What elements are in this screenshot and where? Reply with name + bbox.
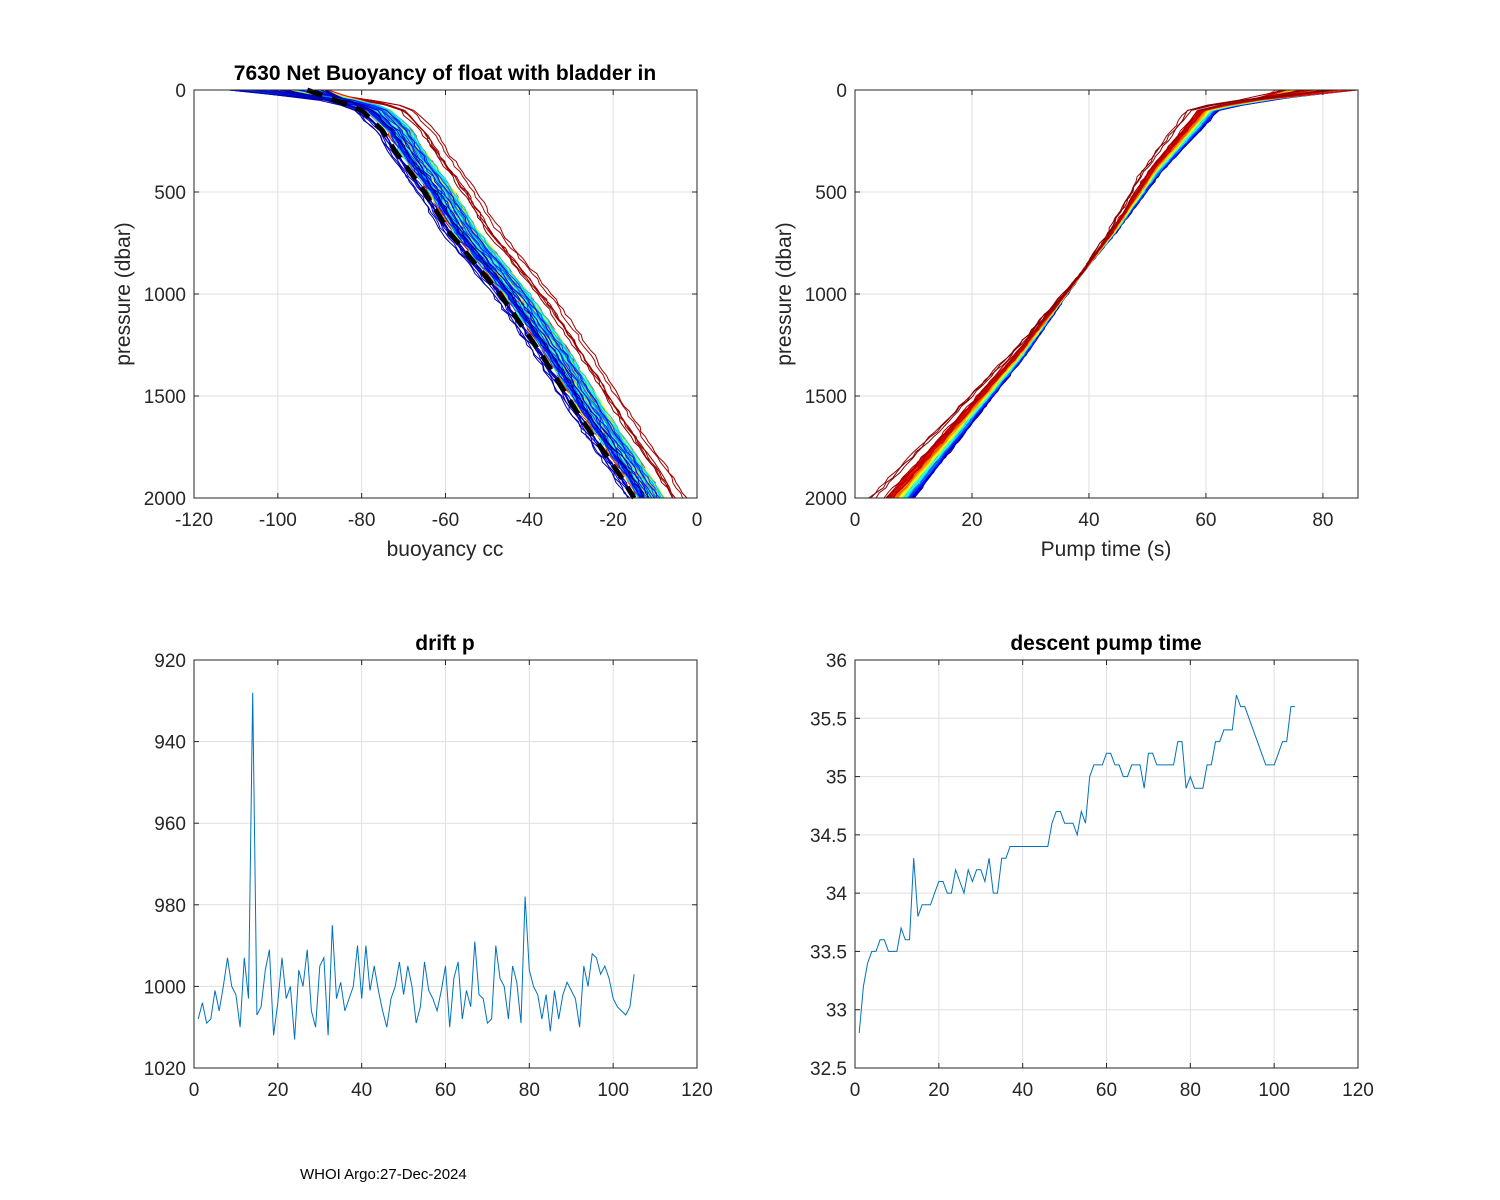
x-tick-label: 100 — [1258, 1080, 1290, 1101]
plot-frame — [193, 659, 698, 1069]
y-tick-label: 2000 — [805, 489, 847, 510]
pump-time-profile-line — [885, 89, 1333, 499]
x-tick-label: 80 — [1180, 1080, 1201, 1101]
buoyancy-profile-line — [296, 89, 662, 499]
x-tick-label: 80 — [519, 1080, 540, 1101]
y-tick-label: 1000 — [144, 285, 186, 306]
buoyancy-profile-line — [262, 89, 674, 499]
pump-time-profiles — [868, 89, 1357, 499]
y-tick-label: 35 — [826, 768, 847, 789]
buoyancy-axes: -120 -100 -80 -60 -40 -20 0 0 500 1000 1500 2000 — [144, 81, 703, 531]
buoyancy-profile-line — [285, 89, 684, 499]
x-tick-label: 20 — [928, 1080, 949, 1101]
x-tick-label: 20 — [267, 1080, 288, 1101]
drift-axes: 0 20 40 60 80 100 120 920 940 960 980 1000 1020 — [144, 651, 713, 1101]
x-tick-label: -60 — [432, 510, 459, 531]
descent-pump-time-chart: 0 20 40 60 80 100 12032.53333.53434.53535.536 … — [810, 632, 1374, 1101]
y-tick-label: 32.5 — [810, 1059, 847, 1080]
pump-time-x-label: Pump time (s) — [1041, 538, 1172, 561]
y-tick-label: 33.5 — [810, 942, 847, 963]
x-tick-label: 80 — [1312, 510, 1333, 531]
y-tick-label: 0 — [836, 81, 847, 102]
descent-series — [858, 694, 1296, 1034]
y-tick-label: 1000 — [805, 285, 847, 306]
drift-pressure-line — [197, 692, 635, 1040]
x-tick-label: 100 — [597, 1080, 629, 1101]
drift-chart-title: drift p — [415, 632, 474, 655]
y-tick-label: 0 — [175, 81, 186, 102]
y-tick-label: 940 — [154, 733, 186, 754]
buoyancy-profile-line — [320, 89, 644, 499]
plot-frame — [854, 659, 1359, 1069]
descent-chart-title: descent pump time — [1010, 632, 1201, 655]
buoyancy-profile-line — [285, 89, 633, 499]
y-tick-label: 1500 — [144, 387, 186, 408]
buoyancy-profile-line — [305, 89, 676, 499]
buoyancy-chart-title: 7630 Net Buoyancy of float with bladder … — [234, 62, 656, 85]
x-tick-label: 60 — [1096, 1080, 1117, 1101]
x-tick-label: 0 — [850, 510, 861, 531]
y-tick-label: 34.5 — [810, 826, 847, 847]
drift-grid — [193, 659, 698, 1069]
buoyancy-profile-line — [314, 89, 649, 499]
y-tick-label: 960 — [154, 814, 186, 835]
x-tick-label: -40 — [516, 510, 543, 531]
y-tick-label: 500 — [815, 183, 847, 204]
drift-series — [197, 692, 635, 1040]
drift-pressure-chart: 0 20 40 60 80 100 120 920 940 960 980 1000 1020 drif… — [144, 632, 713, 1101]
descent-grid — [854, 659, 1359, 1069]
y-tick-label: 36 — [826, 651, 847, 672]
y-tick-label: 34 — [826, 884, 848, 905]
buoyancy-profile-line — [306, 89, 673, 499]
y-tick-label: 1020 — [144, 1059, 186, 1080]
y-tick-label: 920 — [154, 651, 186, 672]
x-tick-label: 60 — [1195, 510, 1216, 531]
y-tick-label: 35.5 — [810, 709, 847, 730]
x-tick-label: 40 — [1078, 510, 1099, 531]
x-tick-label: 0 — [692, 510, 703, 531]
buoyancy-profile-line — [259, 89, 688, 499]
buoyancy-profile-chart: -120 -100 -80 -60 -40 -20 0 0 500 1000 1500 2000 76… — [112, 62, 702, 561]
y-tick-label: 500 — [154, 183, 186, 204]
buoyancy-profile-line — [228, 89, 643, 499]
plot-frame — [193, 89, 698, 499]
pump-time-y-label: pressure (dbar) — [773, 222, 796, 366]
x-tick-label: -80 — [348, 510, 375, 531]
buoyancy-profile-line — [232, 89, 656, 499]
descent-pump-time-line — [858, 694, 1296, 1034]
x-tick-label: 0 — [189, 1080, 200, 1101]
buoyancy-profile-line — [309, 89, 650, 499]
pump-time-profile-line — [870, 89, 1335, 499]
x-tick-label: 40 — [1012, 1080, 1033, 1101]
x-tick-label: -120 — [175, 510, 213, 531]
y-tick-label: 33 — [826, 1001, 847, 1022]
x-tick-label: -20 — [599, 510, 626, 531]
x-tick-label: 120 — [1342, 1080, 1374, 1101]
x-tick-label: 40 — [351, 1080, 372, 1101]
buoyancy-profile-line — [236, 89, 629, 499]
x-tick-label: -100 — [259, 510, 297, 531]
buoyancy-profile-line — [298, 89, 658, 499]
buoyancy-x-label: buoyancy cc — [387, 538, 504, 561]
mean-buoyancy-line — [306, 87, 637, 500]
y-tick-label: 2000 — [144, 489, 186, 510]
x-tick-label: 0 — [850, 1080, 861, 1101]
y-tick-label: 1000 — [144, 977, 186, 998]
buoyancy-y-label: pressure (dbar) — [112, 222, 135, 366]
x-tick-label: 120 — [681, 1080, 713, 1101]
pump-time-axes: 0 20 40 60 80 0 500 1000 1500 2000 — [805, 81, 1359, 531]
buoyancy-profile-line — [265, 89, 665, 499]
x-tick-label: 20 — [961, 510, 982, 531]
descent-axes: 0 20 40 60 80 100 120 32.5 33 33.5 34 34.5 35 35.5 36 — [810, 651, 1374, 1101]
x-tick-label: 60 — [435, 1080, 456, 1101]
y-tick-label: 980 — [154, 896, 186, 917]
y-tick-label: 1500 — [805, 387, 847, 408]
buoyancy-profiles — [228, 87, 688, 500]
plot-frame — [854, 89, 1359, 499]
buoyancy-profile-line — [259, 89, 655, 499]
footer-credit: WHOI Argo:27-Dec-2024 — [300, 1166, 467, 1183]
